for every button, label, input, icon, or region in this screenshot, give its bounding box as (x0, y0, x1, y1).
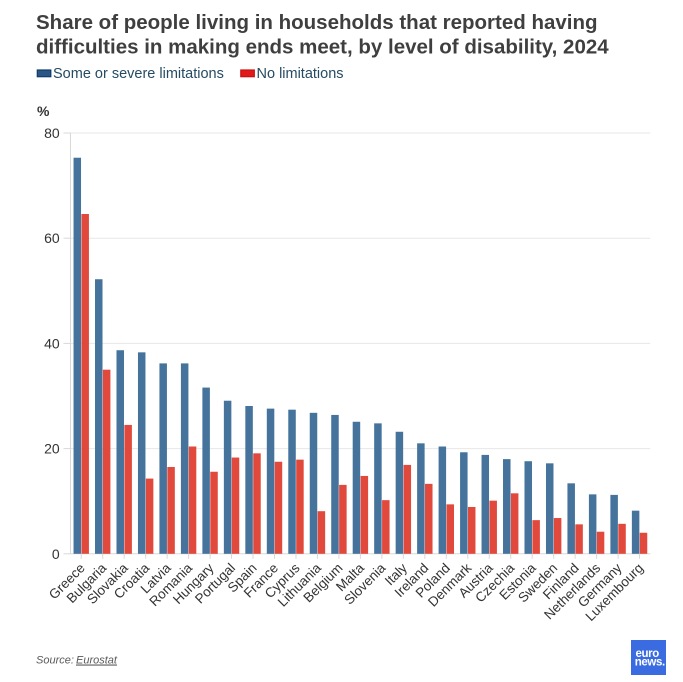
svg-text:60: 60 (44, 230, 60, 246)
svg-text:20: 20 (44, 441, 60, 457)
svg-text:No limitations: No limitations (257, 66, 344, 82)
svg-text:Eurostat: Eurostat (76, 655, 118, 667)
svg-text:euro: euro (636, 648, 660, 660)
svg-text:Source:: Source: (36, 655, 74, 667)
svg-text:difficulties in making ends me: difficulties in making ends meet, by lev… (36, 36, 609, 59)
svg-text:%: % (37, 103, 50, 119)
svg-text:80: 80 (44, 125, 60, 141)
svg-text:Some or severe limitations: Some or severe limitations (53, 66, 224, 82)
svg-text:40: 40 (44, 335, 60, 351)
svg-text:0: 0 (52, 546, 60, 562)
svg-text:Share of people living in hous: Share of people living in households tha… (36, 11, 598, 34)
svg-text:news.: news. (635, 657, 665, 669)
